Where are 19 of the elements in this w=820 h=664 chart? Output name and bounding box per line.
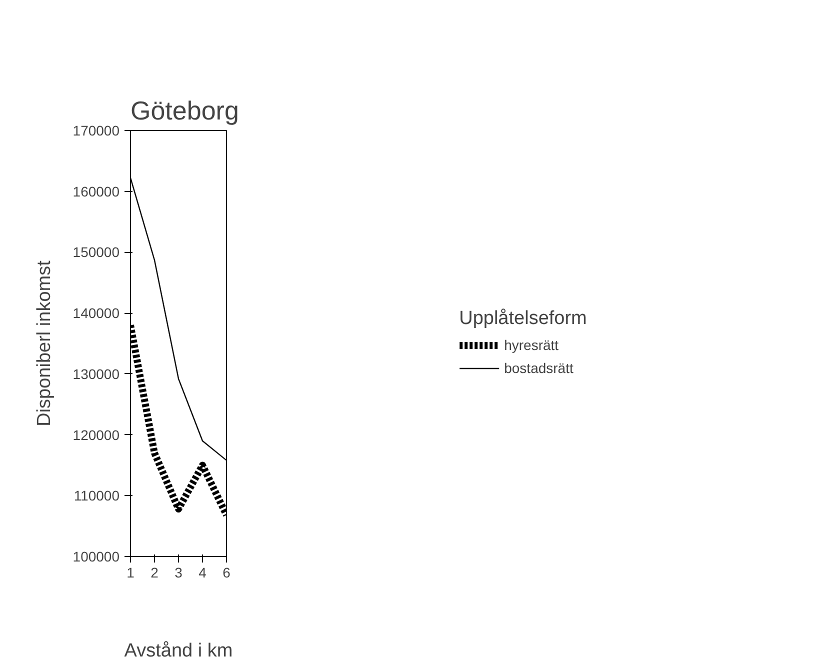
x-tick-label: 1 (126, 564, 135, 580)
x-tick-label: 4 (198, 564, 207, 580)
chart-title: Göteborg (130, 96, 239, 126)
x-tick-label: 2 (150, 564, 159, 580)
legend-label: hyresrätt (504, 337, 559, 353)
x-axis-title: Avstånd i km (124, 640, 233, 662)
y-axis-title: Disponiberl inkomst (34, 260, 55, 426)
x-tick-label: 3 (174, 564, 183, 580)
y-tick-label: 140000 (72, 305, 120, 322)
y-tick-label: 160000 (72, 183, 120, 200)
legend-label: bostadsrätt (504, 360, 574, 376)
y-tick-label: 100000 (72, 548, 120, 564)
y-tick-label: 170000 (72, 122, 120, 138)
y-tick-label: 120000 (72, 426, 120, 443)
y-tick-label: 150000 (72, 244, 120, 260)
y-tick-label: 110000 (74, 488, 120, 504)
legend-title: Upplåtelseform (459, 308, 587, 330)
x-tick-label: 6 (222, 564, 231, 580)
y-tick-label: 130000 (72, 366, 120, 382)
